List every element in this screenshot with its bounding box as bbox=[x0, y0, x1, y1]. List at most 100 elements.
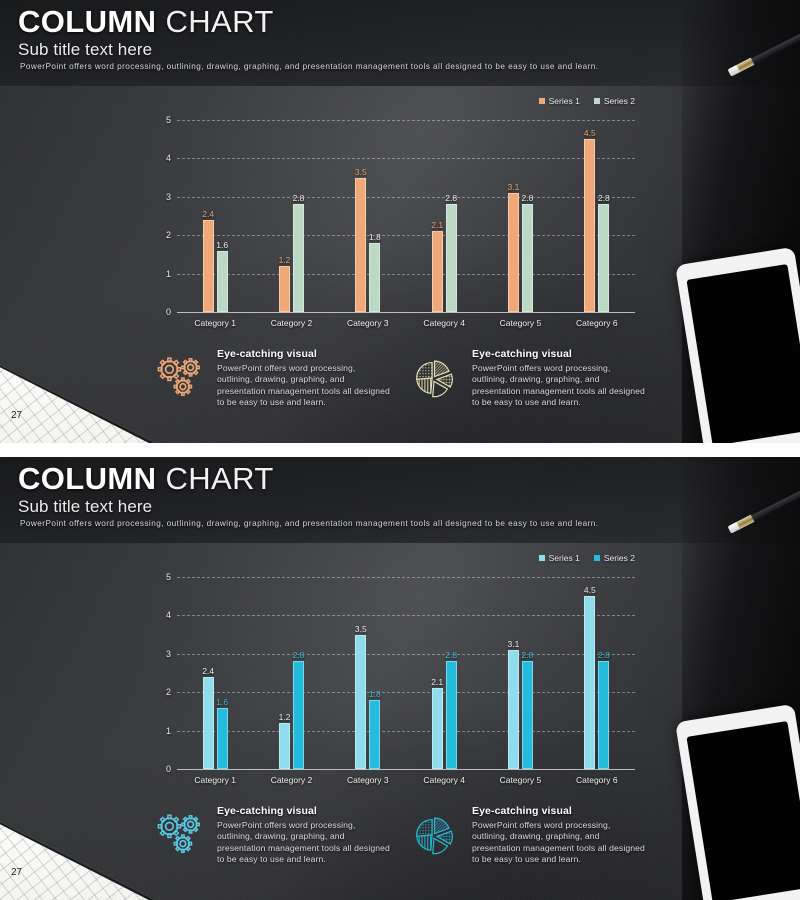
feature-item: Eye-catching visual PowerPoint offers wor… bbox=[410, 805, 645, 866]
feature-body: PowerPoint offers word processing, outli… bbox=[217, 820, 390, 865]
legend-item-series-2[interactable]: Series 2 bbox=[593, 96, 635, 106]
bar-value-label: 2.4 bbox=[202, 665, 215, 676]
x-axis-category-label: Category 6 bbox=[576, 775, 618, 785]
bar-series-1[interactable]: 2.4 bbox=[202, 209, 214, 312]
feature-heading: Eye-catching visual bbox=[217, 805, 317, 817]
legend-item-series-1[interactable]: Series 1 bbox=[538, 96, 580, 106]
feature-list: Eye-catching visual PowerPoint offers wor… bbox=[155, 805, 645, 866]
page-subtitle: Sub title text here bbox=[18, 40, 153, 59]
page-description: PowerPoint offers word processing, outli… bbox=[20, 519, 599, 528]
bar-series-2[interactable]: 1.6 bbox=[216, 697, 228, 769]
bar-series-1[interactable]: 1.2 bbox=[279, 255, 290, 312]
gridline: 5 bbox=[166, 572, 635, 582]
bar-fill bbox=[292, 204, 304, 312]
bar-fill bbox=[445, 661, 457, 769]
bar-series-1[interactable]: 3.5 bbox=[355, 167, 367, 312]
bar-value-label: 3.5 bbox=[354, 166, 367, 177]
bar-value-label: 3.5 bbox=[354, 623, 367, 634]
bar-value-label: 4.5 bbox=[583, 128, 596, 139]
bar-series-2[interactable]: 1.8 bbox=[369, 689, 381, 769]
x-axis-category-label: Category 3 bbox=[347, 775, 389, 785]
legend-item-series-2[interactable]: Series 2 bbox=[593, 553, 635, 563]
bar-value-label: 2.8 bbox=[521, 650, 534, 661]
feature-text: Eye-catching visual PowerPoint offers wor… bbox=[472, 805, 645, 866]
bar-group: 2.4 1.6 Category 1 bbox=[177, 577, 253, 785]
bar-fill bbox=[216, 707, 228, 769]
y-axis-tick-label: 5 bbox=[165, 115, 171, 125]
title-block: COLUMN CHART Sub title text here bbox=[18, 5, 274, 60]
column-chart: Series 1 Series 2 0 1 2 3 4 5 2.4 1.6 Category 1… bbox=[155, 96, 635, 334]
bar-series-2[interactable]: 2.8 bbox=[598, 193, 610, 312]
bar-value-label: 2.1 bbox=[431, 677, 444, 688]
bar-value-label: 1.2 bbox=[278, 711, 291, 722]
bar-series-2[interactable]: 2.8 bbox=[522, 650, 533, 769]
bar-series-1[interactable]: 4.5 bbox=[584, 128, 596, 312]
bar-fill bbox=[216, 250, 228, 312]
bar-value-label: 2.8 bbox=[445, 193, 458, 204]
legend-label: Series 2 bbox=[603, 553, 635, 563]
bar-group: 3.1 2.8 Category 5 bbox=[482, 577, 558, 785]
slide-separator bbox=[0, 443, 800, 457]
title-bold: COLUMN bbox=[18, 4, 157, 39]
bar-value-label: 1.2 bbox=[278, 254, 291, 265]
bar-series-2[interactable]: 2.8 bbox=[445, 650, 457, 769]
gridline: 4 bbox=[166, 153, 635, 163]
bar-value-label: 2.8 bbox=[521, 193, 534, 204]
bar-series-2[interactable]: 2.8 bbox=[292, 193, 304, 312]
bar-series-2[interactable]: 1.6 bbox=[216, 240, 228, 312]
page-description: PowerPoint offers word processing, outli… bbox=[20, 62, 599, 71]
chart-plot-area: 0 1 2 3 4 5 2.4 1.6 Category 1 1.2 2.8 Category 2 3… bbox=[166, 115, 635, 328]
gridline: 2 bbox=[166, 230, 635, 240]
pie-chart-icon bbox=[410, 805, 462, 866]
bar-fill bbox=[431, 688, 443, 769]
pie-chart-icon bbox=[410, 348, 462, 409]
slide-2: COLUMN CHART Sub title text here PowerPo… bbox=[0, 457, 800, 900]
y-axis-tick-label: 5 bbox=[165, 572, 171, 582]
bar-fill bbox=[202, 219, 214, 312]
bar-fill bbox=[431, 231, 443, 312]
bar-series-1[interactable]: 3.5 bbox=[355, 624, 367, 769]
bar-value-label: 3.1 bbox=[507, 638, 520, 649]
x-axis-category-label: Category 1 bbox=[194, 318, 236, 328]
gridline: 3 bbox=[166, 192, 635, 202]
bar-series-2[interactable]: 2.8 bbox=[445, 193, 457, 312]
bar-series-2[interactable]: 2.8 bbox=[521, 193, 533, 312]
bar-fill bbox=[521, 204, 533, 312]
x-axis-category-label: Category 1 bbox=[194, 775, 236, 785]
bar-series-2[interactable]: 1.8 bbox=[369, 232, 381, 312]
bar-value-label: 2.8 bbox=[597, 650, 610, 661]
y-axis-tick-label: 4 bbox=[165, 153, 171, 164]
legend-item-series-1[interactable]: Series 1 bbox=[538, 553, 580, 563]
gridline: 3 bbox=[166, 649, 635, 659]
gears-icon bbox=[155, 805, 207, 866]
page-number: 27 bbox=[11, 410, 23, 421]
bar-group: 3.5 1.8 Category 3 bbox=[330, 120, 406, 328]
y-axis-tick-label: 4 bbox=[165, 610, 171, 621]
feature-heading: Eye-catching visual bbox=[472, 348, 572, 360]
bar-value-label: 2.8 bbox=[597, 193, 610, 204]
bar-series-2[interactable]: 2.8 bbox=[598, 650, 610, 769]
bar-series-1[interactable]: 1.2 bbox=[279, 712, 290, 769]
bar-series-1[interactable]: 3.1 bbox=[508, 182, 519, 312]
bar-series-1[interactable]: 2.1 bbox=[431, 677, 443, 769]
legend-label: Series 1 bbox=[548, 553, 580, 563]
bar-value-label: 2.4 bbox=[202, 208, 215, 219]
y-axis-tick-label: 2 bbox=[165, 687, 171, 698]
page-number: 27 bbox=[11, 867, 23, 878]
legend-label: Series 1 bbox=[548, 96, 580, 106]
bar-fill bbox=[369, 699, 381, 769]
bar-series-1[interactable]: 4.5 bbox=[584, 585, 596, 769]
bar-fill bbox=[584, 139, 596, 312]
bar-series-1[interactable]: 2.1 bbox=[431, 220, 443, 312]
bar-series-1[interactable]: 3.1 bbox=[508, 639, 519, 769]
chart-plot-area: 0 1 2 3 4 5 2.4 1.6 Category 1 1.2 2.8 Category 2 3… bbox=[166, 572, 635, 785]
bar-series-2[interactable]: 2.8 bbox=[293, 650, 304, 769]
x-axis-category-label: Category 2 bbox=[270, 318, 313, 328]
title-band bbox=[0, 0, 800, 86]
bar-series-1[interactable]: 2.4 bbox=[202, 666, 214, 769]
bar-group: 2.1 2.8 Category 4 bbox=[406, 577, 482, 785]
bar-value-label: 2.8 bbox=[292, 650, 305, 661]
feature-body: PowerPoint offers word processing, outli… bbox=[472, 820, 645, 865]
gridline: 0 bbox=[166, 764, 635, 774]
y-axis-tick-label: 2 bbox=[165, 230, 171, 241]
